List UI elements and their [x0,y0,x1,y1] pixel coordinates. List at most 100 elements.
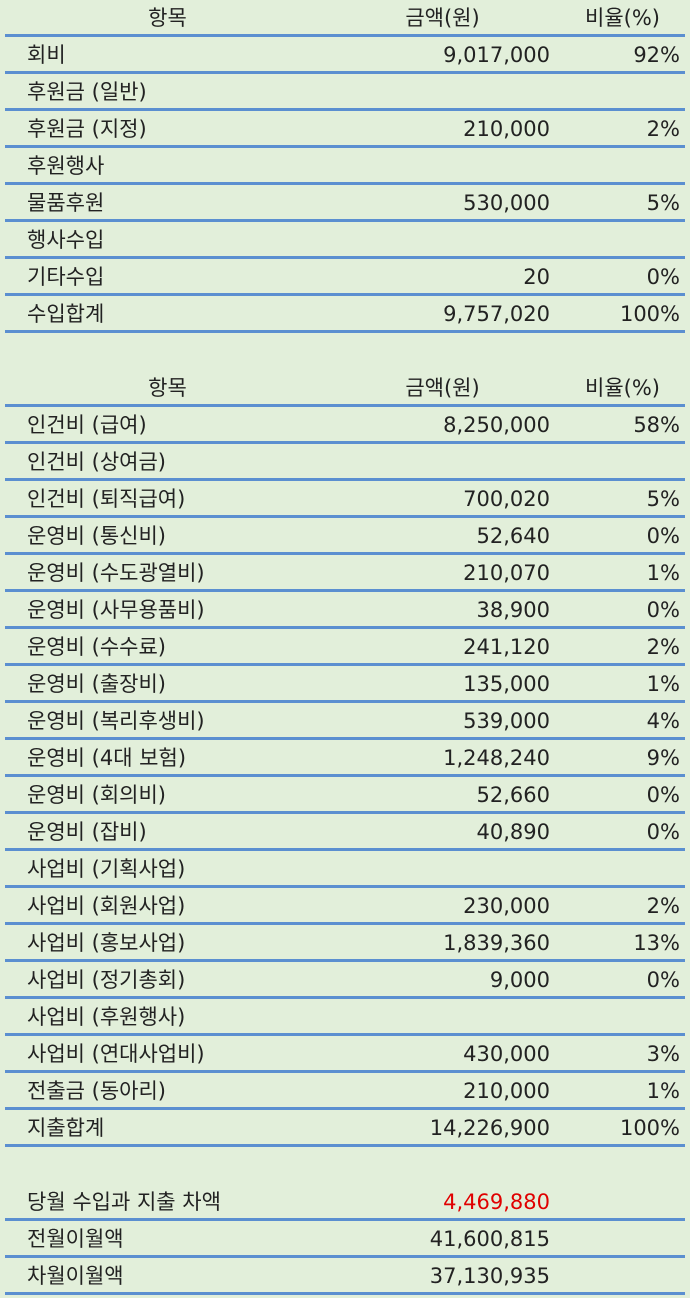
table-row: 지출합계 14,226,900 100% [5,1110,685,1147]
amount: 210,070 [463,561,550,585]
item-label: 사업비 (후원행사) [27,1005,186,1029]
table-row: 수입합계 9,757,020 100% [5,296,685,333]
table-row: 인건비 (퇴직급여) 700,020 5% [5,481,685,518]
ratio: 1% [646,1079,680,1103]
table-row: 운영비 (수도광열비) 210,070 1% [5,555,685,592]
amount: 9,000 [489,968,550,992]
table-row: 운영비 (출장비) 135,000 1% [5,666,685,703]
ratio: 92% [633,43,680,67]
item-label: 사업비 (기획사업) [27,857,186,881]
table-row: 물품후원 530,000 5% [5,185,685,222]
amount: 52,660 [476,783,550,807]
header-cell: 항목 [148,376,187,400]
amount: 52,640 [476,524,550,548]
table-row: 후원행사 [5,148,685,185]
item-label: 사업비 (정기총회) [27,968,186,992]
ratio: 5% [646,487,680,511]
table-row: 운영비 (수수료) 241,120 2% [5,629,685,666]
amount: 37,130,935 [429,1264,550,1288]
table-row: 차월이월액 37,130,935 [5,1258,685,1295]
table-row: 전출금 (동아리) 210,000 1% [5,1073,685,1110]
item-label: 사업비 (연대사업비) [27,1042,205,1066]
amount: 9,017,000 [443,43,550,67]
amount: 530,000 [463,191,550,215]
item-label: 전월이월액 [27,1227,124,1251]
table-row: 운영비 (복리후생비) 539,000 4% [5,703,685,740]
table-row: 운영비 (통신비) 52,640 0% [5,518,685,555]
ratio: 2% [646,894,680,918]
item-label: 회비 [27,43,66,67]
table-row: 행사수입 [5,222,685,259]
ratio: 100% [619,1116,680,1140]
item-label: 사업비 (회원사업) [27,894,186,918]
amount: 20 [523,265,550,289]
table-row: 운영비 (사무용품비) 38,900 0% [5,592,685,629]
table-row: 사업비 (홍보사업) 1,839,360 13% [5,925,685,962]
item-label: 운영비 (4대 보험) [27,746,187,770]
item-label: 운영비 (수수료) [27,635,166,659]
amount: 210,000 [463,117,550,141]
amount: 539,000 [463,709,550,733]
table-row: 회비 9,017,000 92% [5,37,685,74]
item-label: 수입합계 [27,302,105,326]
header-cell: 항목 [148,6,187,30]
table-row: 사업비 (후원행사) [5,999,685,1036]
item-label: 사업비 (홍보사업) [27,931,186,955]
amount: 41,600,815 [429,1227,550,1251]
ratio: 9% [646,746,680,770]
item-label: 운영비 (회의비) [27,783,166,807]
ratio: 2% [646,117,680,141]
amount: 135,000 [463,672,550,696]
table-row: 운영비 (잡비) 40,890 0% [5,814,685,851]
amount: 1,248,240 [443,746,550,770]
amount: 241,120 [463,635,550,659]
ratio: 0% [646,783,680,807]
amount: 9,757,020 [443,302,550,326]
item-label: 운영비 (출장비) [27,672,166,696]
ratio: 4% [646,709,680,733]
item-label: 인건비 (상여금) [27,450,166,474]
table-row: 당월 수입과 지출 차액 4,469,880 [5,1184,685,1221]
ratio: 100% [619,302,680,326]
amount: 40,890 [476,820,550,844]
ratio: 0% [646,265,680,289]
ratio: 1% [646,672,680,696]
ratio: 58% [633,413,680,437]
amount: 38,900 [476,598,550,622]
table-row: 인건비 (급여) 8,250,000 58% [5,407,685,444]
header-cell: 금액(원) [405,6,480,30]
item-label: 인건비 (급여) [27,413,147,437]
item-label: 지출합계 [27,1116,105,1140]
table-row: 기타수입 20 0% [5,259,685,296]
header-cell: 비율(%) [585,376,660,400]
item-label: 운영비 (통신비) [27,524,166,548]
table-row: 전월이월액 41,600,815 [5,1221,685,1258]
header-cell: 비율(%) [585,6,660,30]
table-row: 인건비 (상여금) [5,444,685,481]
header-cell: 금액(원) [405,376,480,400]
ratio: 0% [646,968,680,992]
ratio: 1% [646,561,680,585]
amount: 700,020 [463,487,550,511]
table-row: 사업비 (정기총회) 9,000 0% [5,962,685,999]
item-label: 인건비 (퇴직급여) [27,487,186,511]
table-row: 후원금 (지정) 210,000 2% [5,111,685,148]
ratio: 0% [646,820,680,844]
table-row: 운영비 (4대 보험) 1,248,240 9% [5,740,685,777]
amount: 210,000 [463,1079,550,1103]
spacer-row [5,333,685,370]
item-label: 차월이월액 [27,1264,124,1288]
item-label: 기타수입 [27,265,105,289]
item-label: 전출금 (동아리) [27,1079,166,1103]
item-label: 후원금 (지정) [27,117,147,141]
amount: 14,226,900 [429,1116,550,1140]
amount: 430,000 [463,1042,550,1066]
item-label: 운영비 (수도광열비) [27,561,205,585]
table-row: 후원금 (일반) [5,74,685,111]
item-label: 후원금 (일반) [27,80,147,104]
ratio: 13% [633,931,680,955]
amount: 1,839,360 [443,931,550,955]
item-label: 후원행사 [27,154,105,178]
table-row: 사업비 (연대사업비) 430,000 3% [5,1036,685,1073]
